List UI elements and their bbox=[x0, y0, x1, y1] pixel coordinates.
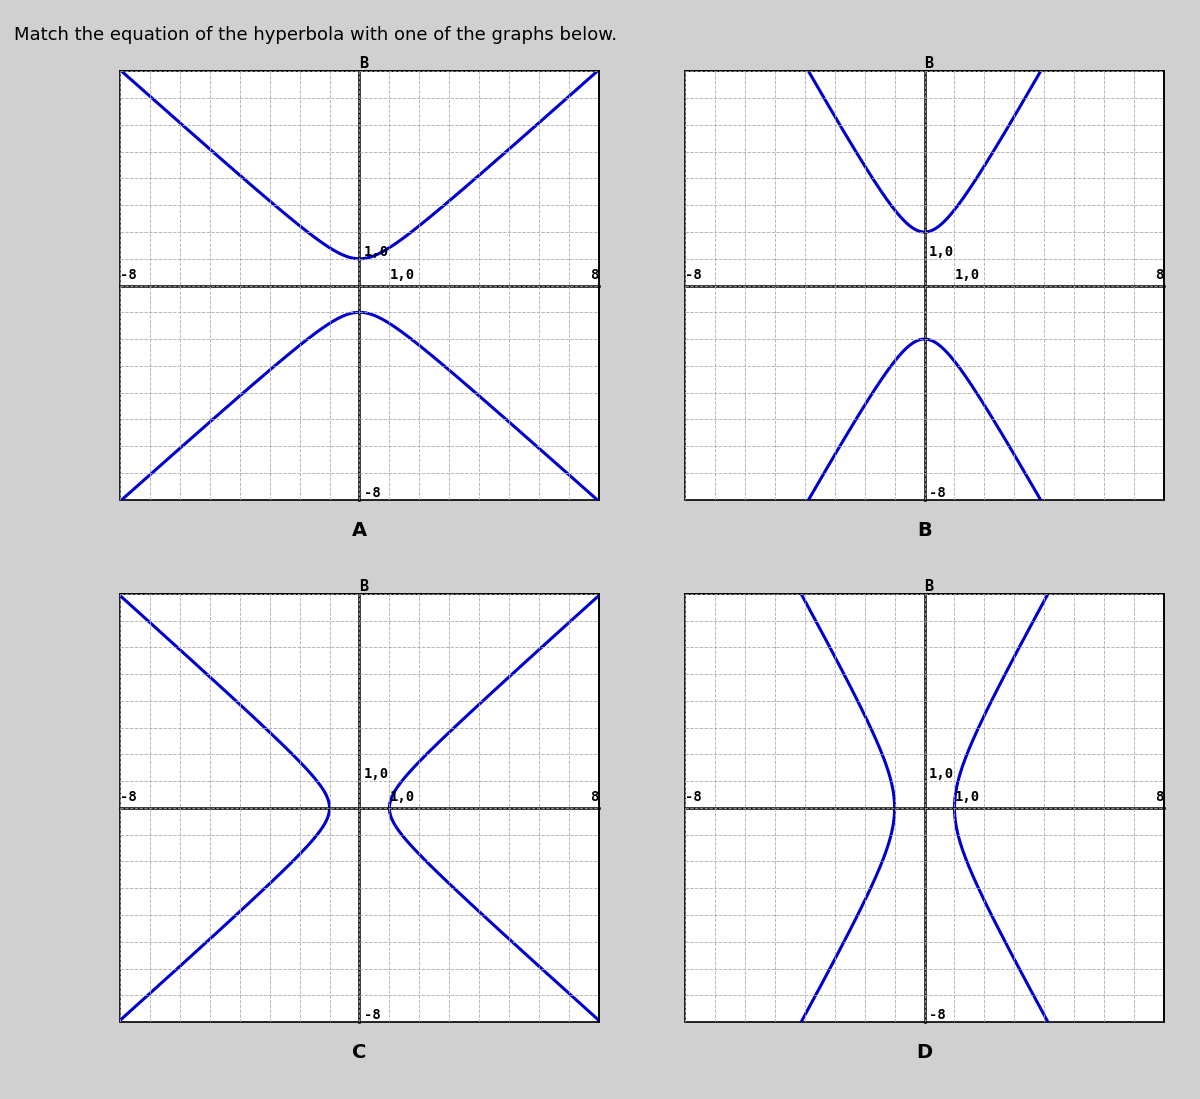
Text: B: B bbox=[924, 579, 934, 593]
Text: -8: -8 bbox=[685, 267, 702, 281]
Text: -8: -8 bbox=[929, 486, 946, 500]
Text: B: B bbox=[924, 56, 934, 71]
Text: 1,0: 1,0 bbox=[954, 790, 979, 804]
Text: 1,0: 1,0 bbox=[929, 245, 954, 258]
Text: 1,0: 1,0 bbox=[364, 245, 389, 258]
Text: -8: -8 bbox=[929, 1008, 946, 1022]
Bar bbox=[120, 71, 599, 500]
Text: -8: -8 bbox=[120, 790, 137, 804]
Text: -8: -8 bbox=[364, 486, 380, 500]
Text: A: A bbox=[352, 521, 367, 540]
Text: B: B bbox=[360, 579, 368, 593]
Text: 1,0: 1,0 bbox=[389, 790, 414, 804]
Bar bbox=[120, 593, 599, 1022]
Text: 1,0: 1,0 bbox=[954, 267, 979, 281]
Text: 1,0: 1,0 bbox=[364, 767, 389, 781]
Text: 1,0: 1,0 bbox=[389, 267, 414, 281]
Text: Match the equation of the hyperbola with one of the graphs below.: Match the equation of the hyperbola with… bbox=[14, 26, 618, 44]
Text: 8: 8 bbox=[1156, 267, 1164, 281]
Text: 1,0: 1,0 bbox=[929, 767, 954, 781]
Text: 8: 8 bbox=[590, 267, 599, 281]
Text: C: C bbox=[353, 1043, 367, 1063]
Text: B: B bbox=[360, 56, 368, 71]
Text: D: D bbox=[917, 1043, 932, 1063]
Text: -8: -8 bbox=[685, 790, 702, 804]
Text: B: B bbox=[917, 521, 932, 540]
Text: 8: 8 bbox=[590, 790, 599, 804]
Text: -8: -8 bbox=[364, 1008, 380, 1022]
Text: 8: 8 bbox=[1156, 790, 1164, 804]
Bar bbox=[685, 71, 1164, 500]
Bar bbox=[685, 593, 1164, 1022]
Text: -8: -8 bbox=[120, 267, 137, 281]
